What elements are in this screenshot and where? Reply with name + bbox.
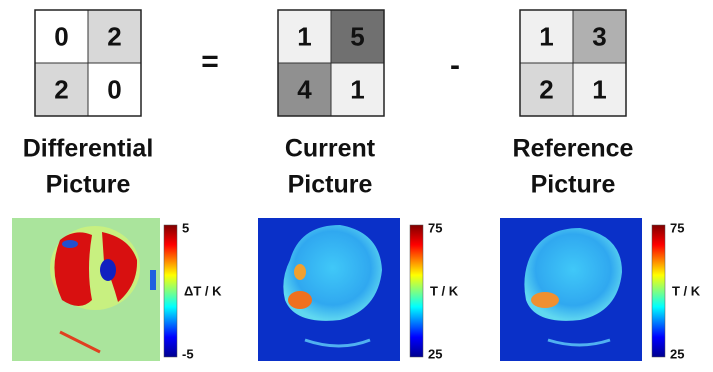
colorbar-min: 25 bbox=[428, 346, 442, 361]
colorbar-min: -5 bbox=[182, 346, 194, 361]
colorbar-min: 25 bbox=[670, 346, 684, 361]
colorbar-max: 75 bbox=[428, 220, 442, 235]
cell-value: 4 bbox=[297, 74, 312, 104]
cell-value: 2 bbox=[539, 74, 553, 104]
panel-title: Current bbox=[285, 135, 376, 163]
cell-value: 5 bbox=[350, 21, 364, 51]
cell-value: 3 bbox=[592, 21, 606, 51]
cell-value: 1 bbox=[297, 21, 311, 51]
cell-value: 1 bbox=[539, 21, 553, 51]
colorbar-max: 75 bbox=[670, 220, 684, 235]
diagram: = - 0 2 2 0 Differential Picture 5 ΔT / K -5 1 5 4 1… bbox=[0, 0, 713, 367]
heat-image bbox=[12, 218, 160, 361]
panel-title: Reference bbox=[513, 135, 634, 163]
colorbar-unit: T / K bbox=[430, 283, 459, 298]
cell-value: 0 bbox=[107, 74, 121, 104]
colorbar-unit: ΔT / K bbox=[184, 283, 222, 298]
cell-value: 1 bbox=[592, 74, 606, 104]
colorbar-unit: T / K bbox=[672, 283, 701, 298]
heat-image bbox=[500, 218, 642, 361]
cell-value: 1 bbox=[350, 74, 364, 104]
operator: - bbox=[450, 49, 460, 82]
panel-title: Picture bbox=[531, 171, 616, 199]
panel-title: Differential bbox=[23, 135, 154, 163]
operator: = bbox=[201, 45, 219, 78]
colorbar bbox=[410, 225, 423, 357]
heat-image bbox=[258, 218, 400, 361]
colorbar bbox=[164, 225, 177, 357]
cell-value: 2 bbox=[107, 21, 121, 51]
colorbar bbox=[652, 225, 665, 357]
panel-title: Picture bbox=[46, 171, 131, 199]
colorbar-max: 5 bbox=[182, 220, 189, 235]
cell-value: 0 bbox=[54, 21, 68, 51]
cell-value: 2 bbox=[54, 74, 68, 104]
panel-title: Picture bbox=[288, 171, 373, 199]
